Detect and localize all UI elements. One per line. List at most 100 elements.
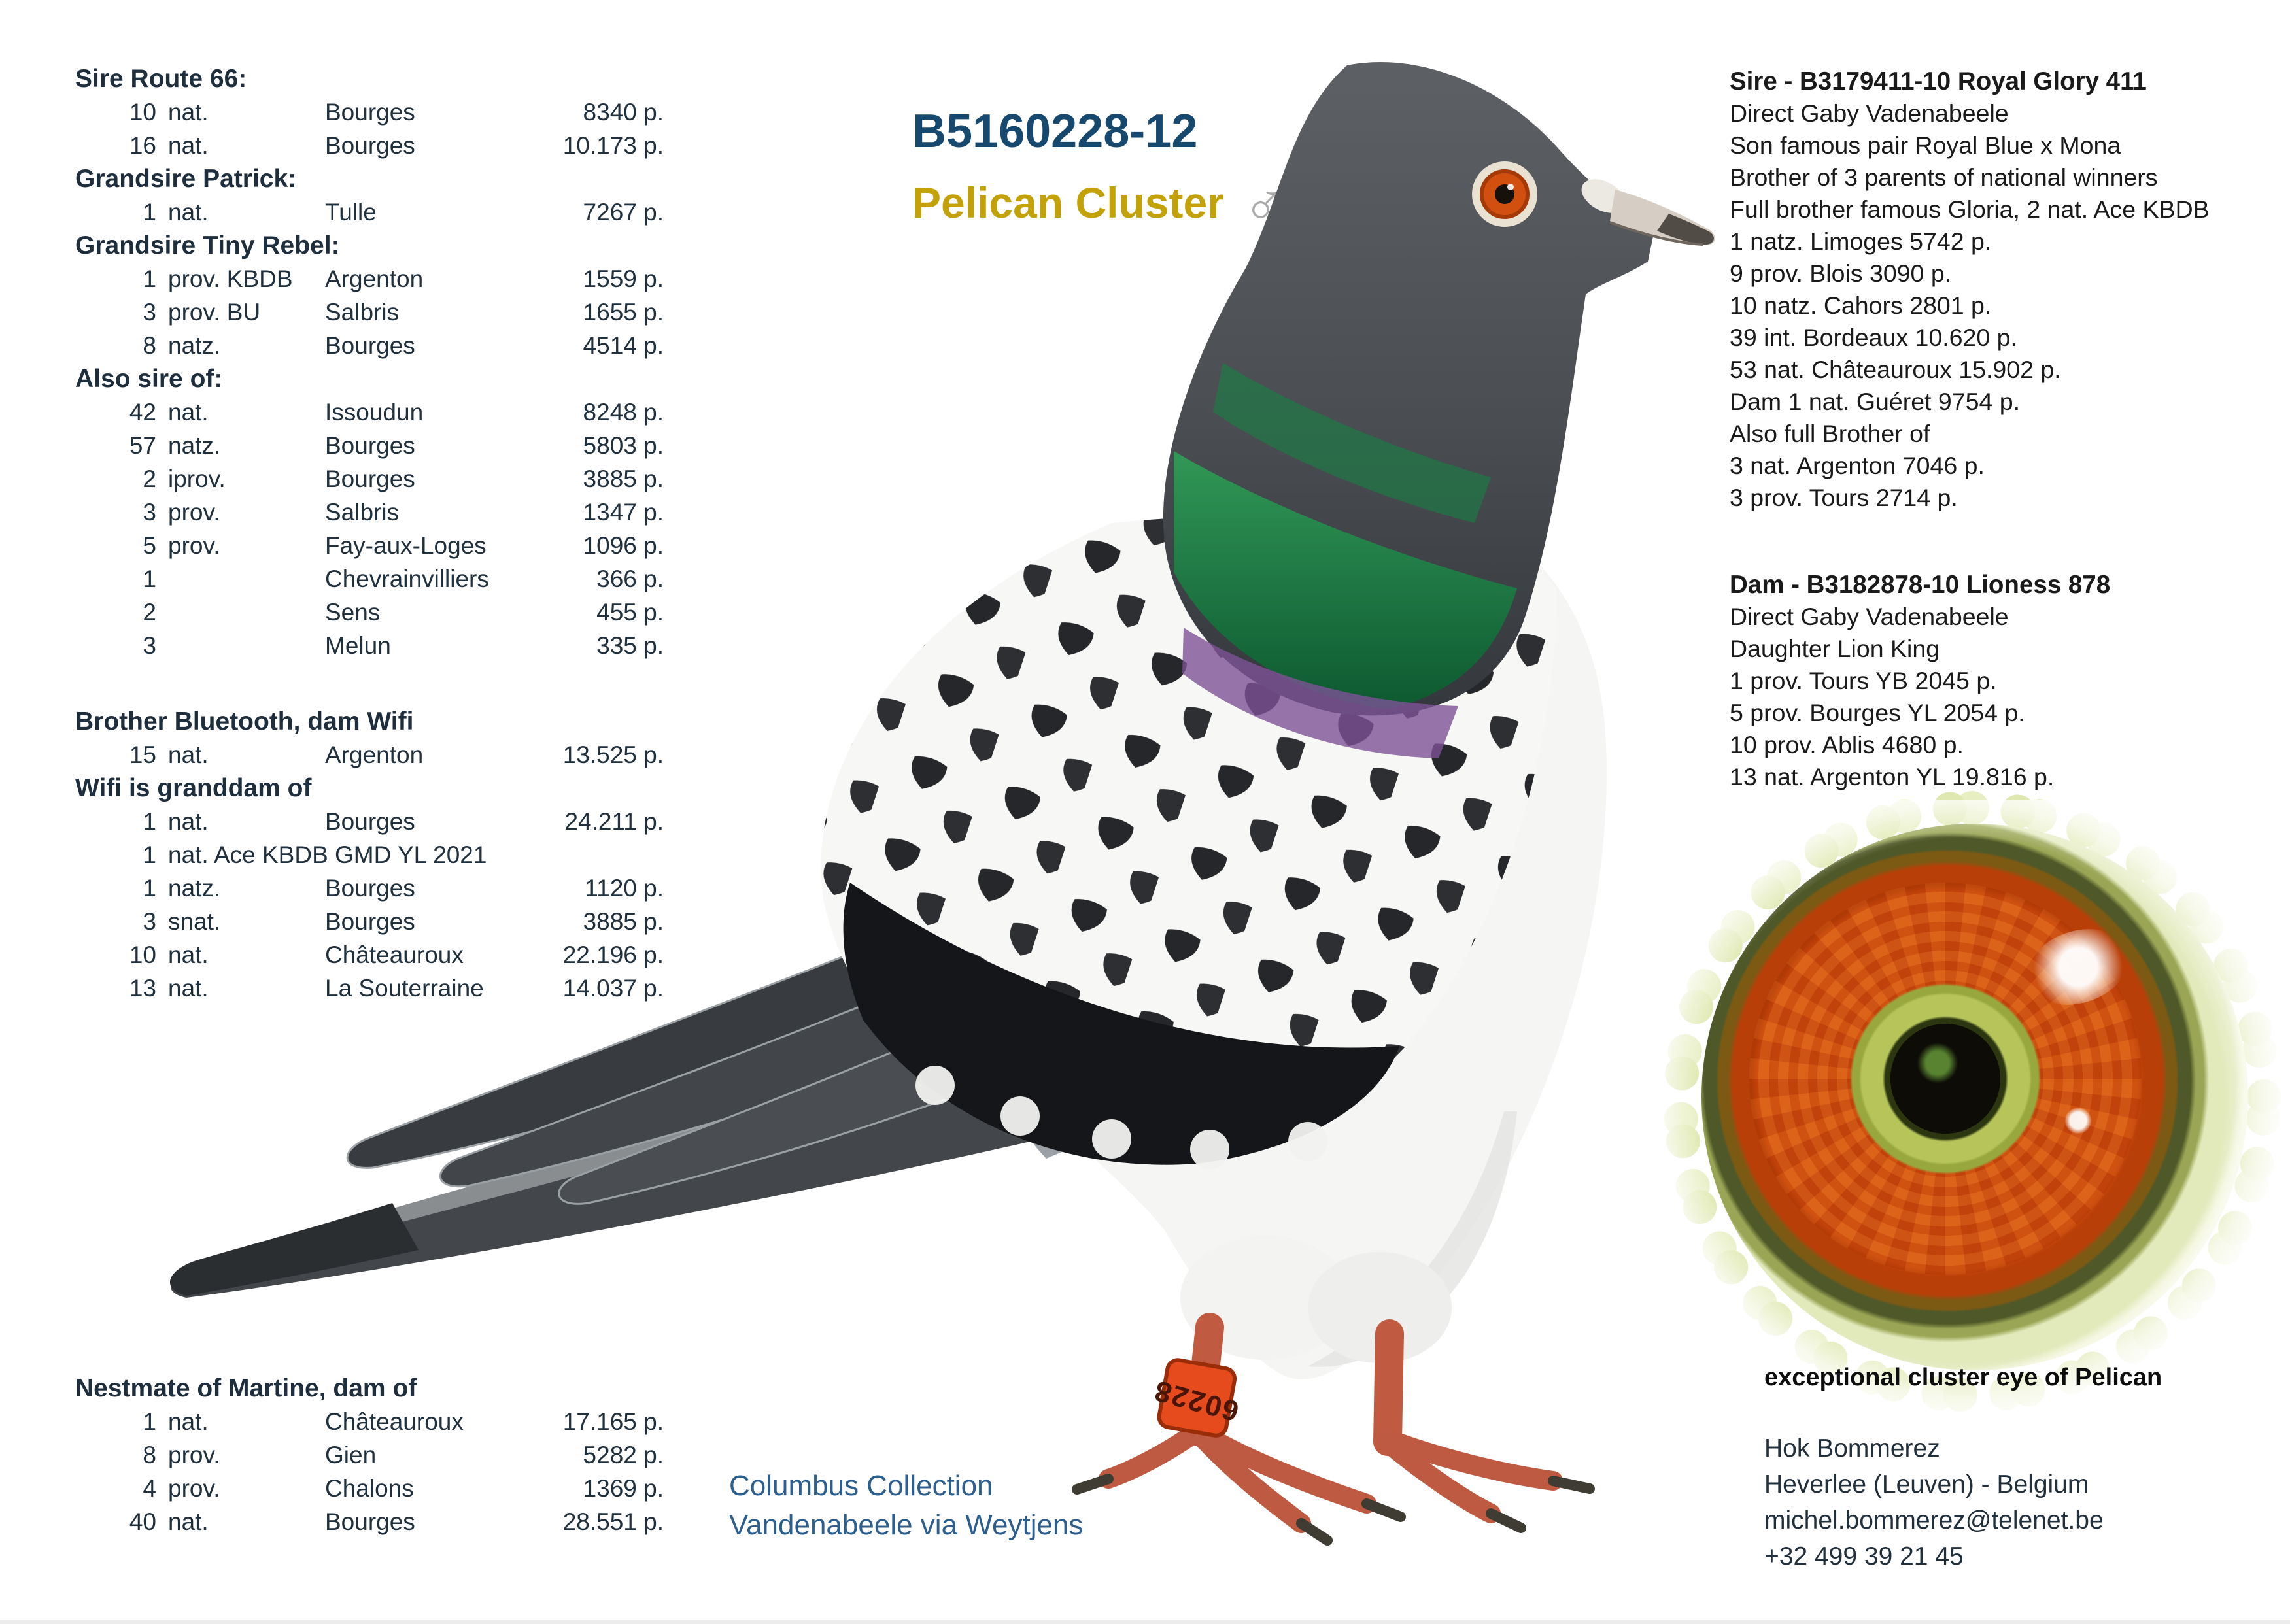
results-block-bottom: Nestmate of Martine, dam of 1 nat. Château… (75, 1372, 664, 1538)
result-row: 1 Chevrainvilliers 366 p. (75, 562, 664, 596)
result-count: 2 (143, 599, 156, 626)
credit-block: Columbus Collection Vandenabeele via Wey… (729, 1466, 1083, 1545)
detail-line: +32 499 39 21 45 (1764, 1542, 1964, 1570)
dam-header: Dam - B3182878-10 Lioness 878 (1730, 571, 2111, 599)
result-place: Bourges (325, 908, 415, 935)
result-points: 1369 p. (583, 1475, 664, 1502)
section-also-sire-of: Also sire of: 42 nat. Issoudun 8248 p. 57 nat… (75, 362, 664, 662)
result-row: 40 nat. Bourges 28.551 p. (75, 1505, 664, 1538)
result-level: nat. (168, 399, 209, 426)
result-row: 16 nat. Bourges 10.173 p. (75, 129, 664, 162)
credit-line-2: Vandenabeele via Weytjens (729, 1509, 1084, 1541)
result-points: 8248 p. (583, 399, 664, 426)
result-count: 2 (143, 465, 156, 492)
result-level: snat. (168, 908, 221, 935)
result-row: 1 nat. Ace KBDB GMD YL 2021 (75, 838, 664, 871)
result-count: 5 (143, 532, 156, 559)
result-place: Bourges (325, 432, 415, 459)
result-row: 57 natz. Bourges 5803 p. (75, 429, 664, 462)
result-level: prov. (168, 1475, 220, 1502)
result-points: 335 p. (596, 632, 664, 659)
result-row: 8 prov. Gien 5282 p. (75, 1438, 664, 1472)
detail-line: Daughter Lion King (1730, 635, 1940, 662)
result-row: 2 Sens 455 p. (75, 596, 664, 629)
section-rows: 1 nat. Châteauroux 17.165 p. 8 prov. Gien 5282 … (75, 1405, 664, 1538)
detail-line: 9 prov. Blois 3090 p. (1730, 260, 1952, 287)
result-row: 2 iprov. Bourges 3885 p. (75, 462, 664, 496)
result-points: 1655 p. (583, 299, 664, 326)
result-points: 1096 p. (583, 532, 664, 559)
result-count: 40 (129, 1508, 156, 1535)
result-count: 4 (143, 1475, 156, 1502)
result-level: nat. (168, 808, 209, 835)
section-header: Also sire of: (75, 365, 223, 393)
result-count: 10 (129, 941, 156, 968)
result-points: 3885 p. (583, 908, 664, 935)
eye-caption: exceptional cluster eye of Pelican (1764, 1364, 2162, 1391)
result-points: 8340 p. (583, 99, 664, 126)
detail-line: Also full Brother of (1730, 420, 1930, 447)
result-level: nat. (168, 941, 209, 968)
result-count: 8 (143, 1442, 156, 1468)
section-brother-bluetooth: Brother Bluetooth, dam Wifi 15 nat. Argent… (75, 705, 664, 771)
sire-details: Direct Gaby Vadenabeele Son famous pair R… (1730, 97, 2279, 514)
result-level: nat. (168, 1508, 209, 1535)
pigeon-eye (1472, 161, 1537, 227)
result-row: 3 snat. Bourges 3885 p. (75, 905, 664, 938)
detail-line: Direct Gaby Vadenabeele (1730, 99, 2009, 127)
pigeon-name: Pelican Cluster (912, 178, 1224, 227)
results-block-middle: Brother Bluetooth, dam Wifi 15 nat. Argent… (75, 705, 664, 1005)
result-level: natz. (168, 432, 221, 459)
section-rows: 10 nat. Bourges 8340 p. 16 nat. Bourges 10.173 … (75, 95, 664, 162)
result-place: Bourges (325, 808, 415, 835)
section-rows: 42 nat. Issoudun 8248 p. 57 natz. Bourges 5803 … (75, 396, 664, 662)
detail-line: 3 prov. Tours 2714 p. (1730, 484, 1958, 511)
detail-line: 1 prov. Tours YB 2045 p. (1730, 667, 1997, 694)
sire-header: Sire - B3179411-10 Royal Glory 411 (1730, 67, 2147, 95)
dam-details: Direct Gaby Vadenabeele Daughter Lion Kin… (1730, 601, 2279, 793)
pedigree-block: Sire - B3179411-10 Royal Glory 411 Direc… (1730, 65, 2279, 793)
result-count: 1 (143, 1408, 156, 1435)
result-count: 13 (129, 975, 156, 1002)
result-place: Salbris (325, 499, 400, 526)
eye-white-fade (1660, 800, 2290, 1425)
result-count: 3 (143, 299, 156, 326)
result-count: 16 (129, 132, 156, 159)
contact-lines: Hok Bommerez Heverlee (Leuven) - Belgium m… (1764, 1430, 2104, 1574)
result-points: 22.196 p. (562, 941, 664, 968)
result-points: 1120 p. (585, 875, 664, 902)
result-count: 3 (143, 632, 156, 659)
result-level: iprov. (168, 465, 226, 492)
result-place: Sens (325, 599, 381, 626)
detail-line: Dam 1 nat. Guéret 9754 p. (1730, 388, 2021, 415)
section-nestmate-martine: Nestmate of Martine, dam of 1 nat. Château… (75, 1372, 664, 1538)
result-row: 1 natz. Bourges 1120 p. (75, 871, 664, 905)
result-place: Argenton (325, 265, 424, 292)
result-place: Bourges (325, 1508, 415, 1535)
detail-line: 13 nat. Argenton YL 19.816 p. (1730, 763, 2055, 790)
contact-block: Hok Bommerez Heverlee (Leuven) - Belgium m… (1764, 1430, 2104, 1574)
section-header: Sire Route 66: (75, 65, 247, 93)
result-place: Tulle (325, 199, 377, 226)
pigeon-neck-iridescence (1174, 451, 1517, 709)
result-points: 366 p. (596, 566, 664, 592)
detail-line: 3 nat. Argenton 7046 p. (1730, 452, 1985, 479)
result-place: Bourges (325, 465, 415, 492)
result-place: Chalons (325, 1475, 414, 1502)
detail-line: michel.bommerez@telenet.be (1764, 1506, 2104, 1534)
result-row: 42 nat. Issoudun 8248 p. (75, 396, 664, 429)
pigeon-neck-purple-band (1182, 628, 1458, 758)
detail-line: 10 natz. Cahors 2801 p. (1730, 292, 1992, 319)
result-place: Bourges (325, 332, 415, 359)
pigeon-beak (1609, 190, 1715, 246)
result-level: prov. (168, 1442, 220, 1468)
result-points: 5282 p. (583, 1442, 664, 1468)
result-row: 10 nat. Bourges 8340 p. (75, 95, 664, 129)
result-level: natz. (168, 332, 221, 359)
detail-line: 1 natz. Limoges 5742 p. (1730, 228, 1992, 255)
result-row: 5 prov. Fay-aux-Loges 1096 p. (75, 529, 664, 562)
section-header: Grandsire Patrick: (75, 165, 297, 193)
result-count: 15 (129, 741, 156, 768)
result-count: 1 (143, 265, 156, 292)
